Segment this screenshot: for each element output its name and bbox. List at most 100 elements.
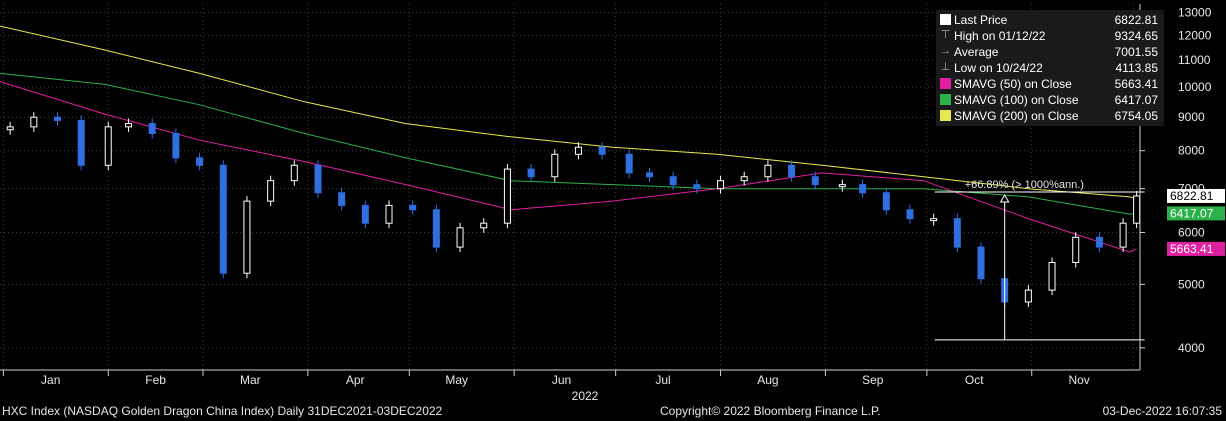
candle xyxy=(906,204,914,224)
candle-body xyxy=(906,209,914,220)
x-tick-label: Sep xyxy=(862,373,884,387)
legend-label: SMAVG (100) on Close xyxy=(954,93,1079,107)
candle xyxy=(977,242,985,284)
y-tick-label: 5000 xyxy=(1178,277,1205,291)
legend-label: Low on 10/24/22 xyxy=(954,61,1043,75)
candle-body xyxy=(219,164,227,274)
candle xyxy=(717,175,725,194)
legend-label: High on 01/12/22 xyxy=(954,29,1046,43)
price-tag: 5663.41 xyxy=(1167,241,1225,256)
legend-row: Last Price 6822.81 xyxy=(936,12,1164,28)
price-tag-box xyxy=(1167,206,1225,221)
candle xyxy=(314,160,322,198)
legend-label: Last Price xyxy=(954,13,1008,27)
candle xyxy=(625,149,633,178)
candle xyxy=(480,218,488,233)
sma50-layer xyxy=(0,81,1137,253)
legend-value: 6417.07 xyxy=(1114,93,1158,107)
candle-body xyxy=(551,153,559,178)
candle-body xyxy=(338,192,346,206)
y-tick-label: 13000 xyxy=(1178,6,1212,20)
annotation-layer: +66.89% (> 1000%ann.) xyxy=(934,179,1145,341)
legend-value: 5663.41 xyxy=(1114,77,1158,91)
x-tick-label: Jun xyxy=(552,373,571,387)
candle xyxy=(1048,257,1056,296)
legend-row: SMAVG (200) on Close 6754.05 xyxy=(936,108,1164,124)
y-tick-label: 11000 xyxy=(1178,53,1211,67)
legend-swatch xyxy=(940,14,951,25)
y-tick-label: 12000 xyxy=(1178,28,1212,42)
candle-body xyxy=(1133,195,1141,224)
footer-index-info: HXC Index (NASDAQ Golden Dragon China In… xyxy=(2,404,443,418)
candle xyxy=(432,204,440,253)
candle-body xyxy=(693,184,701,190)
candle-body xyxy=(930,218,938,222)
candle xyxy=(551,149,559,182)
legend-label: SMAVG (200) on Close xyxy=(954,109,1079,123)
candle-body xyxy=(290,164,298,182)
legend-label: SMAVG (50) on Close xyxy=(954,77,1072,91)
candle-body xyxy=(125,123,133,128)
candle-body xyxy=(717,180,725,190)
sma200-layer xyxy=(0,25,1137,200)
chart-grid xyxy=(0,4,1140,370)
footer-copyright: Copyright© 2022 Bloomberg Finance L.P. xyxy=(660,404,881,418)
price-tag: 6822.81 xyxy=(1167,188,1225,203)
y-tick-label: 10000 xyxy=(1178,80,1212,94)
candle-body xyxy=(740,176,748,182)
candle xyxy=(1133,190,1141,229)
candle xyxy=(125,118,133,132)
candle xyxy=(740,171,748,186)
candle-body xyxy=(977,246,985,280)
candle-body xyxy=(645,172,653,178)
legend-row: ⊤ High on 01/12/22 9324.65 xyxy=(936,28,1164,44)
candle xyxy=(645,167,653,182)
y-tick-label: 4000 xyxy=(1178,341,1205,355)
x-axis-label: 2022 xyxy=(572,389,599,403)
legend-value: 7001.55 xyxy=(1114,45,1158,59)
x-tick-label: Apr xyxy=(346,373,365,387)
candle-body xyxy=(456,227,464,248)
candle xyxy=(930,213,938,226)
price-tag-label: 5663.41 xyxy=(1170,242,1214,256)
candle xyxy=(1024,285,1032,307)
candle-body xyxy=(267,180,275,202)
sma100-line xyxy=(0,72,1137,215)
candle-body xyxy=(859,184,867,194)
legend-row: ⊥ Low on 10/24/22 4113.85 xyxy=(936,60,1164,76)
candle xyxy=(196,152,204,171)
candle xyxy=(669,171,677,190)
candle-body xyxy=(54,116,62,121)
candle-body xyxy=(6,126,14,131)
candle xyxy=(882,187,890,215)
candle-body xyxy=(1048,261,1056,291)
candle xyxy=(243,196,251,279)
candle xyxy=(527,164,535,182)
candle-body xyxy=(764,164,772,178)
candle-body xyxy=(30,116,38,128)
candle-body xyxy=(838,184,846,188)
candle xyxy=(953,213,961,253)
candle-body xyxy=(527,168,535,178)
high-icon: ⊤ xyxy=(940,29,951,41)
candle xyxy=(6,121,14,135)
legend-row: SMAVG (50) on Close 5663.41 xyxy=(936,76,1164,92)
price-tag-label: 6822.81 xyxy=(1170,189,1214,203)
x-tick-label: Mar xyxy=(240,373,261,387)
legend-value: 9324.65 xyxy=(1114,29,1158,43)
x-tick-label: Jul xyxy=(655,373,670,387)
candle xyxy=(1095,232,1103,253)
low-icon: ⊥ xyxy=(940,61,951,73)
candle xyxy=(148,118,156,139)
candle xyxy=(503,164,511,229)
x-tick-label: Feb xyxy=(145,373,166,387)
candle xyxy=(574,142,582,160)
legend-swatch xyxy=(940,110,951,121)
legend-value: 6822.81 xyxy=(1114,13,1158,27)
x-tick-label: Nov xyxy=(1068,373,1089,387)
price-tag-box xyxy=(1167,241,1225,256)
candle xyxy=(764,160,772,182)
y-tick-label: 6000 xyxy=(1178,226,1205,240)
legend: Last Price 6822.81 ⊤ High on 01/12/22 9324.6… xyxy=(936,10,1164,126)
